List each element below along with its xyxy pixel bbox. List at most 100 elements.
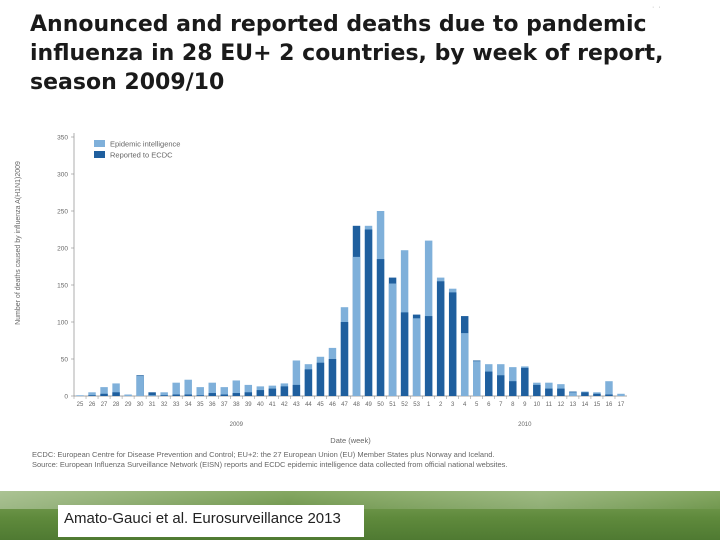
bar-epidemic-intelligence (112, 383, 120, 396)
x-tick-label: 10 (533, 402, 540, 408)
bar-reported-to-ecdc (160, 395, 168, 396)
x-tick-label: 9 (523, 402, 527, 408)
bar-reported-to-ecdc (436, 281, 445, 396)
x-tick-label: 6 (487, 402, 491, 408)
bar-epidemic-intelligence (220, 387, 228, 396)
bar-epidemic-intelligence (244, 384, 253, 396)
bar-epidemic-intelligence (76, 395, 84, 396)
x-tick-label: 44 (305, 402, 312, 408)
y-tick-label: 350 (57, 135, 68, 142)
bar-epidemic-intelligence (184, 379, 192, 396)
x-tick-label: 4 (463, 402, 467, 408)
x-tick-label: 53 (413, 402, 420, 408)
x-tick-label: 43 (293, 402, 300, 408)
bar-reported-to-ecdc (593, 393, 601, 396)
bar-reported-to-ecdc (448, 292, 457, 396)
x-tick-label: 27 (101, 402, 108, 408)
slide-title: Announced and reported deaths due to pan… (30, 12, 664, 95)
x-tick-label: 7 (499, 402, 503, 408)
bar-epidemic-intelligence (136, 376, 144, 396)
x-tick-label: 49 (365, 402, 372, 408)
x-year-label: 2009 (230, 422, 244, 428)
bar-epidemic-intelligence (88, 392, 96, 396)
chart-notes: ECDC: European Centre for Disease Preven… (32, 450, 652, 470)
bar-epidemic-intelligence (460, 333, 469, 396)
bar-epidemic-intelligence (172, 382, 180, 396)
citation-text: Amato-Gauci et al. Eurosurveillance 2013 (64, 510, 341, 527)
x-tick-label: 41 (269, 402, 276, 408)
legend-label-reported-to-ecdc: Reported to ECDC (110, 151, 173, 160)
x-tick-label: 34 (185, 402, 192, 408)
note-source: Source: European Influenza Surveillance … (32, 460, 508, 469)
x-tick-label: 46 (329, 402, 336, 408)
bar-reported-to-ecdc (208, 393, 216, 396)
bar-reported-to-ecdc (220, 394, 228, 396)
x-tick-label: 51 (389, 402, 396, 408)
x-tick-label: 16 (606, 402, 613, 408)
bar-epidemic-intelligence (352, 256, 361, 396)
x-tick-label: 12 (558, 402, 565, 408)
bar-reported-to-ecdc (304, 369, 313, 396)
x-tick-label: 25 (77, 402, 84, 408)
bar-reported-to-ecdc (256, 390, 265, 396)
bar-reported-to-ecdc (521, 367, 529, 396)
bar-reported-to-ecdc (280, 386, 289, 396)
bar-reported-to-ecdc (196, 395, 204, 396)
bar-reported-to-ecdc (557, 388, 565, 396)
bar-epidemic-intelligence (148, 395, 156, 396)
bar-epidemic-intelligence (292, 360, 301, 396)
bar-reported-to-ecdc (376, 259, 385, 396)
bar-reported-to-ecdc (424, 316, 433, 396)
bar-reported-to-ecdc (364, 229, 373, 396)
y-tick-label: 0 (64, 394, 68, 401)
x-tick-label: 37 (221, 402, 228, 408)
bar-epidemic-intelligence (569, 392, 577, 396)
bar-epidemic-intelligence (100, 387, 108, 396)
x-tick-label: 33 (173, 402, 180, 408)
bar-reported-to-ecdc (545, 388, 553, 396)
bar-reported-to-ecdc (148, 392, 156, 396)
x-tick-label: 35 (197, 402, 204, 408)
bar-epidemic-intelligence (388, 283, 397, 396)
bar-reported-to-ecdc (485, 371, 493, 396)
y-tick-label: 250 (57, 209, 68, 216)
x-tick-label: 52 (401, 402, 408, 408)
bar-reported-to-ecdc (172, 394, 180, 396)
x-tick-label: 30 (137, 402, 144, 408)
x-tick-label: 31 (149, 402, 156, 408)
x-tick-label: 26 (89, 402, 96, 408)
bar-epidemic-intelligence (473, 361, 481, 396)
bar-epidemic-intelligence (617, 393, 625, 396)
legend-swatch-epidemic-intelligence (94, 140, 105, 147)
x-tick-label: 17 (618, 402, 625, 408)
bar-reported-to-ecdc (268, 388, 277, 396)
bar-reported-to-ecdc (244, 392, 253, 396)
x-tick-label: 50 (377, 402, 384, 408)
bar-epidemic-intelligence (605, 381, 613, 396)
bar-epidemic-intelligence (412, 318, 421, 396)
x-tick-label: 38 (233, 402, 240, 408)
x-tick-label: 5 (475, 402, 479, 408)
bar-epidemic-intelligence (160, 392, 168, 396)
x-tick-label: 14 (582, 402, 589, 408)
legend-swatch-reported-to-ecdc (94, 151, 105, 158)
x-tick-label: 13 (570, 402, 577, 408)
x-tick-label: 36 (209, 402, 216, 408)
x-tick-label: 1 (427, 402, 431, 408)
y-axis-label-wrapper: Number of deaths caused by influenza A(H… (15, 161, 22, 325)
bar-reported-to-ecdc (232, 393, 241, 396)
bar-reported-to-ecdc (533, 384, 541, 396)
x-tick-label: 47 (341, 402, 348, 408)
x-tick-label: 32 (161, 402, 168, 408)
bar-reported-to-ecdc (316, 362, 325, 396)
y-tick-label: 100 (57, 320, 68, 327)
x-tick-label: 39 (245, 402, 252, 408)
legend-label-epidemic-intelligence: Epidemic intelligence (110, 140, 180, 149)
x-tick-label: 2 (439, 402, 443, 408)
note-abbreviations: ECDC: European Centre for Disease Preven… (32, 450, 495, 459)
y-tick-label: 300 (57, 172, 68, 179)
bar-reported-to-ecdc (112, 392, 120, 396)
bar-epidemic-intelligence (232, 380, 241, 396)
bar-reported-to-ecdc (340, 322, 349, 396)
x-tick-label: 3 (451, 402, 455, 408)
